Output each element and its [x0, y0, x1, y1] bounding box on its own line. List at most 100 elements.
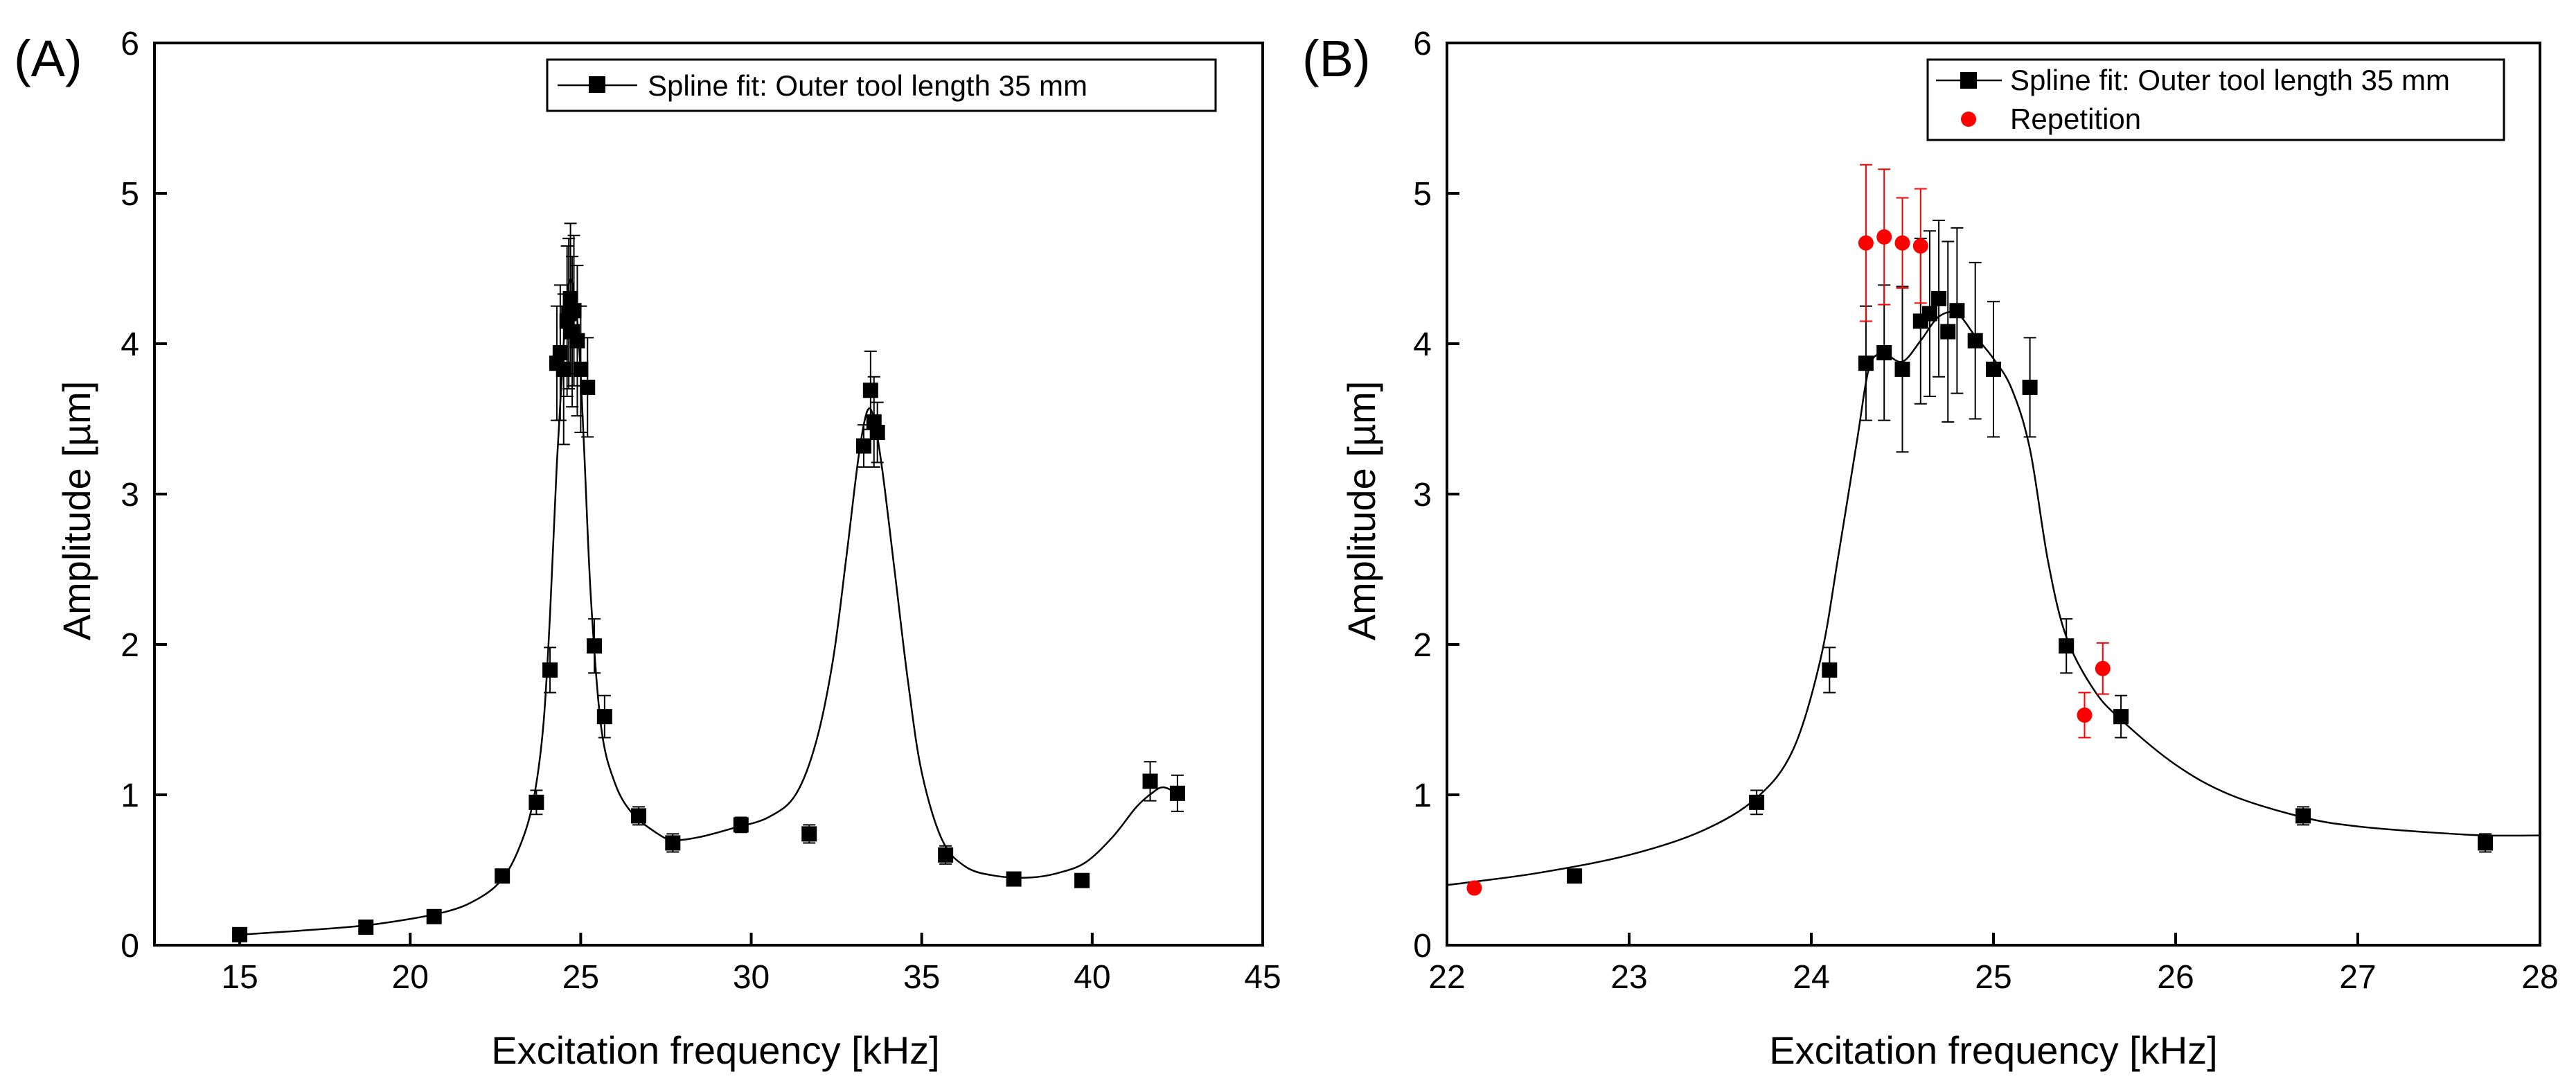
- panel-label: (A): [14, 30, 82, 87]
- data-point: [580, 379, 596, 395]
- legend-marker-square: [589, 76, 605, 93]
- data-point: [1142, 773, 1158, 789]
- data-point: [562, 290, 578, 306]
- x-axis-title: Excitation frequency [kHz]: [1769, 1028, 2217, 1072]
- legend-label-spline-fit: Spline fit: Outer tool length 35 mm: [648, 69, 1087, 102]
- data-point: [596, 709, 612, 725]
- data-point: [1858, 235, 1874, 251]
- data-point: [2077, 707, 2093, 723]
- data-point: [1894, 361, 1910, 377]
- x-tick-label: 15: [221, 959, 258, 996]
- data-point: [2022, 379, 2038, 395]
- data-point: [232, 926, 248, 942]
- error-bars: [1568, 164, 2492, 881]
- data-point: [1912, 238, 1928, 254]
- panel-label: (B): [1302, 30, 1371, 87]
- data-point: [1169, 785, 1185, 801]
- data-point: [856, 438, 871, 454]
- data-point: [801, 826, 817, 842]
- plot-frame: [153, 42, 1264, 947]
- data-point: [1466, 880, 1482, 896]
- y-tick-label: 0: [121, 928, 139, 965]
- data-point: [1949, 303, 1965, 319]
- data-point: [552, 345, 568, 361]
- chart-a: (A) Excitation frequency [kHz] Amplitude…: [14, 26, 1281, 1072]
- x-tick-label: 25: [562, 959, 599, 996]
- y-tick-label: 4: [1413, 326, 1432, 363]
- x-tick-label: 30: [733, 959, 770, 996]
- chart-b: (B) Excitation frequency [kHz] Amplitude…: [1302, 26, 2559, 1072]
- y-tick-label: 6: [1413, 26, 1432, 62]
- spline-fit-curve: [240, 278, 1178, 936]
- data-point: [1858, 355, 1874, 371]
- x-tick-label: 24: [1793, 959, 1829, 996]
- x-axis-title: Excitation frequency [kHz]: [491, 1028, 939, 1072]
- fit-curves: [240, 278, 1178, 936]
- data-points: [232, 290, 1185, 942]
- y-tick-label: 4: [121, 326, 139, 363]
- data-point: [542, 662, 558, 678]
- data-point: [2059, 638, 2075, 654]
- data-point: [587, 638, 603, 654]
- y-tick-label: 0: [1413, 928, 1432, 965]
- legend-marker-square: [1960, 72, 1977, 89]
- data-point: [528, 794, 544, 810]
- y-tick-label: 3: [1413, 477, 1432, 513]
- data-point: [733, 817, 749, 833]
- x-tick-label: 35: [903, 959, 940, 996]
- y-tick-label: 5: [1413, 176, 1432, 213]
- x-tick-label: 22: [1428, 959, 1465, 996]
- x-tick-label: 23: [1610, 959, 1647, 996]
- data-point: [1749, 794, 1765, 810]
- x-tick-label: 27: [2339, 959, 2376, 996]
- y-tick-label: 1: [121, 777, 139, 814]
- data-point: [631, 808, 647, 824]
- x-tick-label: 20: [392, 959, 429, 996]
- data-point: [1567, 868, 1583, 884]
- data-point: [1876, 345, 1892, 361]
- data-points: [1466, 229, 2494, 896]
- data-point: [573, 361, 589, 377]
- data-point: [1876, 229, 1892, 245]
- plot-frame: [1446, 42, 2541, 947]
- data-point: [1822, 662, 1838, 678]
- data-point: [358, 919, 374, 935]
- legend-marker-circle: [1961, 112, 1976, 127]
- data-point: [1967, 333, 1983, 349]
- data-point: [1940, 324, 1956, 340]
- y-tick-label: 2: [1413, 627, 1432, 664]
- legend-label-spline-fit: Spline fit: Outer tool length 35 mm: [2010, 64, 2450, 96]
- data-point: [938, 847, 954, 863]
- y-axis-title: Amplitude [µm]: [55, 381, 98, 641]
- data-point: [2095, 660, 2111, 676]
- error-bars: [233, 222, 1184, 939]
- y-tick-label: 5: [121, 176, 139, 213]
- y-tick-label: 1: [1413, 777, 1432, 814]
- data-point: [566, 303, 582, 319]
- data-point: [556, 361, 571, 377]
- data-point: [869, 425, 885, 441]
- data-point: [1074, 872, 1090, 888]
- x-tick-label: 25: [1975, 959, 2011, 996]
- data-point: [665, 835, 681, 851]
- x-tick-label: 40: [1074, 959, 1110, 996]
- y-axis-title: Amplitude [µm]: [1340, 381, 1383, 641]
- y-tick-label: 2: [121, 627, 139, 664]
- data-point: [862, 383, 878, 398]
- data-point: [2113, 709, 2129, 725]
- legend-box: [1926, 58, 2505, 141]
- data-point: [1006, 871, 1022, 887]
- y-tick-label: 6: [121, 26, 139, 62]
- data-point: [1921, 306, 1937, 322]
- data-point: [495, 868, 510, 884]
- data-point: [1986, 361, 2001, 377]
- data-point: [2295, 808, 2311, 824]
- y-tick-label: 3: [121, 477, 139, 513]
- x-tick-label: 45: [1244, 959, 1281, 996]
- data-point: [2478, 835, 2494, 851]
- legend: Spline fit: Outer tool length 35 mm Repe…: [1926, 58, 2505, 141]
- data-point: [569, 333, 585, 349]
